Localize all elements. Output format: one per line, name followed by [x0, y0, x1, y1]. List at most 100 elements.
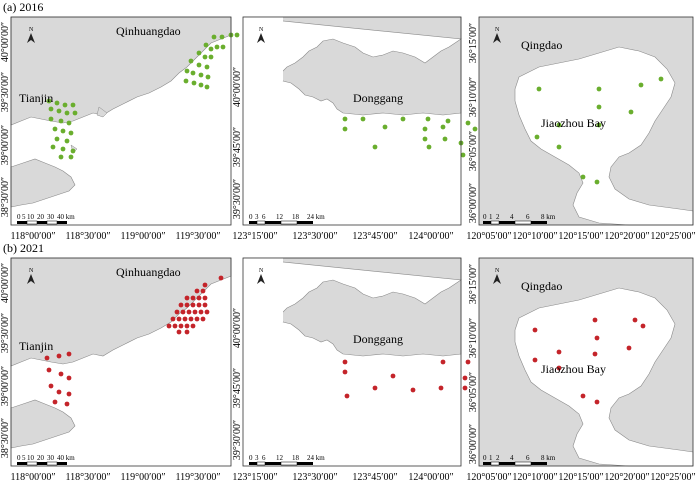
- north-arrow: N: [493, 27, 501, 43]
- scale-label-0: 0: [249, 454, 253, 462]
- sampling-station-dot: [54, 136, 60, 142]
- x-tick: 120°15′00″: [558, 472, 603, 483]
- y-axis-ticks: 40°00′00″ 39°30′00″ 39°00′00″ 38°30′00″: [0, 22, 11, 217]
- north-arrow: N: [257, 268, 265, 284]
- x-axis-ticks: 118°00′00″ 118°30′00″ 119°00′00″ 119°30′…: [11, 472, 221, 483]
- sampling-station-dot: [211, 34, 217, 40]
- sampling-station-dot: [190, 70, 196, 76]
- y-tick: 39°45′00″: [232, 127, 243, 167]
- sampling-station-dot: [465, 359, 471, 365]
- sampling-station-dot: [422, 136, 428, 142]
- scale-bar: 0 5 10 20 30 40 km: [17, 213, 75, 225]
- sampling-station-dot: [64, 110, 70, 116]
- sampling-station-dot: [360, 116, 366, 122]
- y-tick: 40°00′00″: [0, 22, 11, 62]
- row-label-2021: (b) 2021: [3, 241, 44, 255]
- sampling-station-dot: [534, 134, 540, 140]
- scale-label-6: 6: [262, 213, 266, 221]
- sampling-station-dot: [592, 317, 598, 323]
- y-axis-ticks: 40°00′00″ 39°45′00″ 39°30′00″: [232, 308, 243, 460]
- y-tick: 39°30′00″: [0, 313, 11, 353]
- scale-label-40: 40 km: [57, 213, 75, 221]
- scale-label-12: 12: [276, 454, 284, 462]
- scale-label-6: 6: [526, 213, 530, 221]
- x-tick: 118°30′00″: [66, 472, 111, 483]
- sampling-station-dot: [342, 359, 348, 365]
- sampling-station-dot: [184, 295, 190, 301]
- sampling-station-dot: [202, 54, 208, 60]
- sampling-station-dot: [208, 46, 214, 52]
- sampling-station-dot: [178, 302, 184, 308]
- sampling-station-dot: [204, 309, 210, 315]
- sampling-station-dot: [190, 295, 196, 301]
- scale-label-0: 0: [249, 213, 253, 221]
- map-frame: [10, 257, 232, 467]
- x-tick: 123°15′00″: [232, 231, 277, 242]
- land-mass: [10, 16, 232, 126]
- sampling-station-dot: [196, 50, 202, 56]
- sampling-station-dot: [170, 316, 176, 322]
- y-tick: 39°30′00″: [0, 72, 11, 112]
- sampling-station-dot: [638, 82, 644, 88]
- sampling-station-dot: [56, 353, 62, 359]
- sampling-station-dot: [400, 116, 406, 122]
- scale-label-20: 20: [37, 213, 45, 221]
- sampling-station-dot: [52, 399, 58, 405]
- x-tick: 120°20′00″: [604, 231, 649, 242]
- sampling-station-dot: [438, 385, 444, 391]
- sampling-station-dot: [66, 351, 72, 357]
- y-tick: 40°00′00″: [0, 263, 11, 303]
- sampling-station-dot: [460, 152, 466, 158]
- sampling-station-dot: [626, 345, 632, 351]
- sampling-station-dot: [191, 80, 197, 86]
- x-tick: 118°30′00″: [66, 231, 111, 242]
- sampling-station-dot: [594, 399, 600, 405]
- scale-label-0: 0: [17, 213, 21, 221]
- station-dots: [44, 275, 224, 407]
- sampling-station-dot: [462, 385, 468, 391]
- sampling-station-dot: [410, 387, 416, 393]
- map-panel-qinhuangdao-tianjin-2016: N Qinhuangdao Tianjin 0 5 10 20 30 40 km…: [0, 16, 240, 242]
- land-mass: [242, 16, 462, 116]
- sampling-station-dot: [202, 282, 208, 288]
- scale-label-24: 24 km: [307, 454, 325, 462]
- scale-bar: 0 3 6 12 18 24 km: [249, 454, 325, 466]
- sampling-station-dot: [556, 349, 562, 355]
- sampling-station-dot: [218, 275, 224, 281]
- x-tick: 120°05′00″: [466, 472, 511, 483]
- north-arrow-label: N: [495, 268, 500, 274]
- city-label-qinhuangdao: Qinhuangdao: [116, 24, 181, 38]
- map-frame: [478, 16, 694, 226]
- sampling-station-dot: [594, 335, 600, 341]
- x-tick: 120°25′00″: [650, 472, 695, 483]
- sampling-station-dot: [440, 359, 446, 365]
- x-axis-ticks: 120°05′00″ 120°10′00″ 120°15′00″ 120°20′…: [466, 472, 695, 483]
- scale-label-20: 20: [37, 454, 45, 462]
- x-tick: 120°25′00″: [650, 231, 695, 242]
- map-panel-donggang-2021: N Donggang 0 3 6 12 18 24 km 123°15′00″ …: [232, 257, 492, 483]
- sampling-station-dot: [596, 104, 602, 110]
- scale-label-5: 5: [22, 213, 26, 221]
- city-label-qingdao: Qingdao: [521, 38, 562, 52]
- sampling-station-dot: [44, 355, 50, 361]
- x-tick: 124°00′00″: [408, 231, 453, 242]
- sampling-station-dot: [56, 389, 62, 395]
- x-axis-ticks: 123°15′00″ 123°30′00″ 123°45′00″ 124°00′…: [232, 231, 453, 242]
- sampling-station-dot: [54, 100, 60, 106]
- sampling-station-dot: [342, 369, 348, 375]
- land-mass: [242, 257, 462, 357]
- sampling-station-dot: [632, 317, 638, 323]
- sampling-station-dot: [425, 116, 431, 122]
- sampling-station-dot: [426, 144, 432, 150]
- sampling-station-dot: [442, 136, 448, 142]
- city-label-tianjin: Tianjin: [19, 91, 53, 105]
- north-arrow-label: N: [29, 27, 34, 33]
- sampling-station-dot: [52, 126, 58, 132]
- scale-label-3: 3: [255, 454, 259, 462]
- scale-label-8: 8 km: [541, 454, 556, 462]
- scale-label-1: 1: [489, 454, 493, 462]
- y-tick: 38°30′00″: [0, 418, 11, 458]
- x-tick: 123°30′00″: [292, 472, 337, 483]
- y-tick: 36°10′00″: [468, 77, 479, 117]
- x-tick: 124°00′00″: [408, 472, 453, 483]
